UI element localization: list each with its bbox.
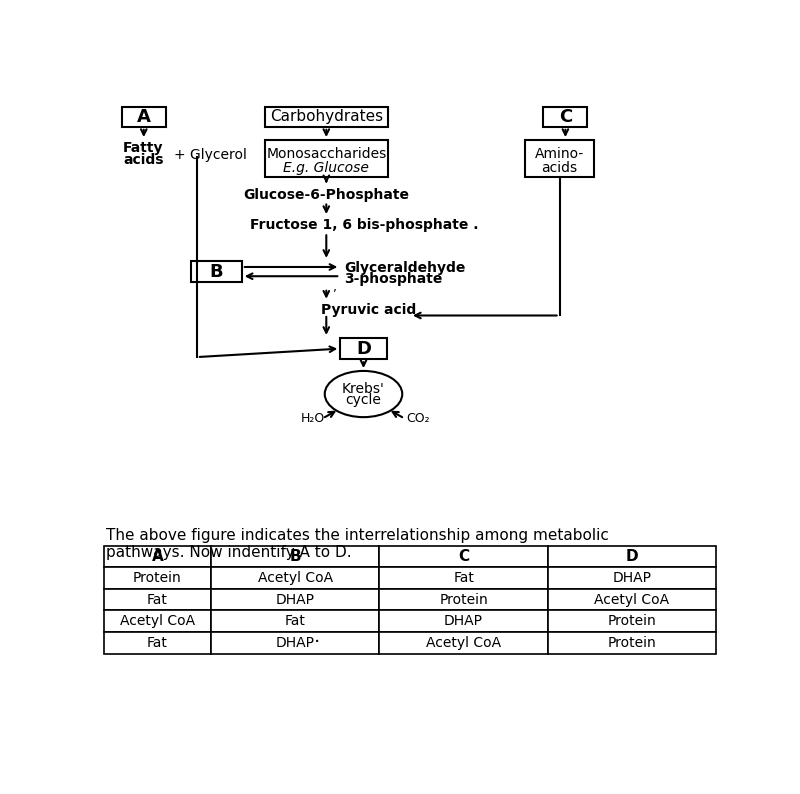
Text: Protein: Protein — [607, 615, 656, 628]
Text: D: D — [356, 340, 371, 357]
Text: Monosaccharides: Monosaccharides — [266, 147, 386, 161]
Bar — [211, 545, 379, 567]
Bar — [379, 567, 548, 589]
Text: H₂O: H₂O — [301, 412, 326, 425]
Text: D: D — [626, 549, 638, 564]
Text: Carbohydrates: Carbohydrates — [270, 110, 383, 125]
Text: ·: · — [314, 634, 320, 652]
Bar — [379, 611, 548, 632]
Text: acids: acids — [542, 160, 578, 175]
Text: ,: , — [333, 281, 337, 295]
Text: C: C — [458, 549, 469, 564]
Bar — [211, 567, 379, 589]
Bar — [104, 567, 211, 589]
Bar — [548, 632, 716, 653]
Text: Protein: Protein — [133, 571, 182, 585]
Ellipse shape — [325, 371, 402, 417]
Text: Protein: Protein — [439, 592, 488, 607]
Text: Fatty: Fatty — [123, 141, 164, 156]
Text: DHAP: DHAP — [276, 592, 314, 607]
Bar — [122, 107, 166, 127]
Bar — [543, 107, 587, 127]
Bar — [525, 140, 594, 177]
Text: 3-phosphate: 3-phosphate — [344, 272, 442, 287]
Bar — [379, 589, 548, 611]
Bar — [548, 545, 716, 567]
Text: C: C — [558, 108, 572, 125]
Text: Acetyl CoA: Acetyl CoA — [426, 636, 501, 649]
Text: DHAP: DHAP — [613, 571, 651, 585]
Bar — [191, 261, 242, 283]
Text: Glyceraldehyde: Glyceraldehyde — [344, 261, 466, 275]
Bar — [104, 589, 211, 611]
Bar — [340, 337, 386, 360]
Text: Fat: Fat — [453, 571, 474, 585]
Text: DHAP: DHAP — [276, 636, 314, 649]
Bar — [548, 567, 716, 589]
Text: Pyruvic acid: Pyruvic acid — [321, 303, 416, 317]
Bar — [104, 611, 211, 632]
Bar — [211, 589, 379, 611]
Bar — [104, 545, 211, 567]
Text: Acetyl CoA: Acetyl CoA — [258, 571, 333, 585]
Bar — [379, 545, 548, 567]
Bar — [211, 632, 379, 653]
Text: Fructose 1, 6 bis-phosphate .: Fructose 1, 6 bis-phosphate . — [250, 218, 478, 233]
Bar — [548, 589, 716, 611]
Bar — [265, 107, 387, 127]
Text: E.g. Glucose: E.g. Glucose — [283, 160, 370, 175]
Text: acids: acids — [123, 153, 164, 167]
Text: Glucose-6-Phosphate: Glucose-6-Phosphate — [243, 187, 410, 202]
Text: Acetyl CoA: Acetyl CoA — [120, 615, 195, 628]
Text: The above figure indicates the interrelationship among metabolic
pathways. Now i: The above figure indicates the interrela… — [106, 528, 609, 561]
Text: DHAP: DHAP — [444, 615, 483, 628]
Bar — [379, 632, 548, 653]
Text: A: A — [137, 108, 150, 125]
Text: Fat: Fat — [147, 592, 168, 607]
Text: B: B — [290, 549, 301, 564]
Text: Amino-: Amino- — [535, 147, 584, 161]
Text: Krebs': Krebs' — [342, 383, 385, 396]
Text: A: A — [151, 549, 163, 564]
Text: Fat: Fat — [147, 636, 168, 649]
Text: Protein: Protein — [607, 636, 656, 649]
Text: + Glycerol: + Glycerol — [174, 148, 246, 162]
Bar — [548, 611, 716, 632]
Text: CO₂: CO₂ — [406, 412, 430, 425]
Text: Fat: Fat — [285, 615, 306, 628]
Bar — [104, 632, 211, 653]
Text: B: B — [210, 263, 223, 280]
Bar — [265, 140, 387, 177]
Bar — [211, 611, 379, 632]
Text: cycle: cycle — [346, 393, 382, 407]
Text: Acetyl CoA: Acetyl CoA — [594, 592, 670, 607]
